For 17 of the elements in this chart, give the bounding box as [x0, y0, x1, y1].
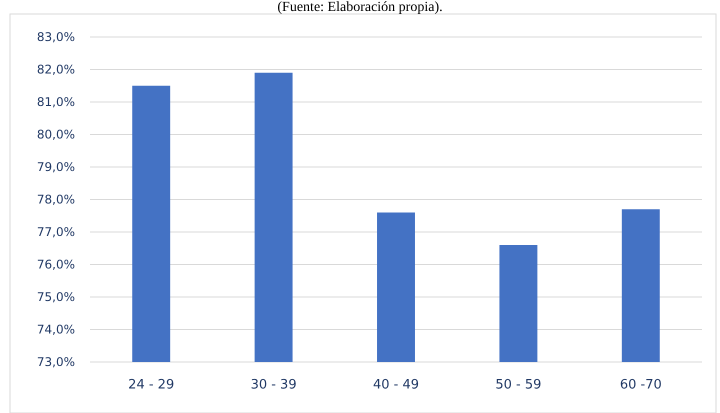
y-tick-label: 80,0%	[36, 128, 75, 142]
y-tick-label: 79,0%	[36, 160, 75, 174]
x-tick-label: 24 - 29	[128, 378, 174, 393]
y-tick-label: 75,0%	[36, 290, 75, 304]
x-tick-label: 60 -70	[620, 378, 662, 393]
x-tick-label: 30 - 39	[250, 378, 297, 393]
y-tick-label: 77,0%	[36, 225, 75, 240]
y-tick-label: 74,0%	[36, 322, 75, 337]
x-tick-label: 50 - 59	[495, 378, 542, 393]
y-tick-label: 78,0%	[36, 192, 75, 207]
y-tick-label: 76,0%	[36, 258, 75, 272]
chart-title: (Fuente: Elaboración propia).	[277, 0, 443, 15]
y-tick-label: 83,0%	[36, 30, 75, 44]
y-tick-label: 82,0%	[36, 62, 75, 77]
y-tick-label: 81,0%	[36, 95, 75, 110]
y-tick-label: 73,0%	[36, 355, 75, 370]
x-tick-label: 40 - 49	[372, 378, 420, 393]
